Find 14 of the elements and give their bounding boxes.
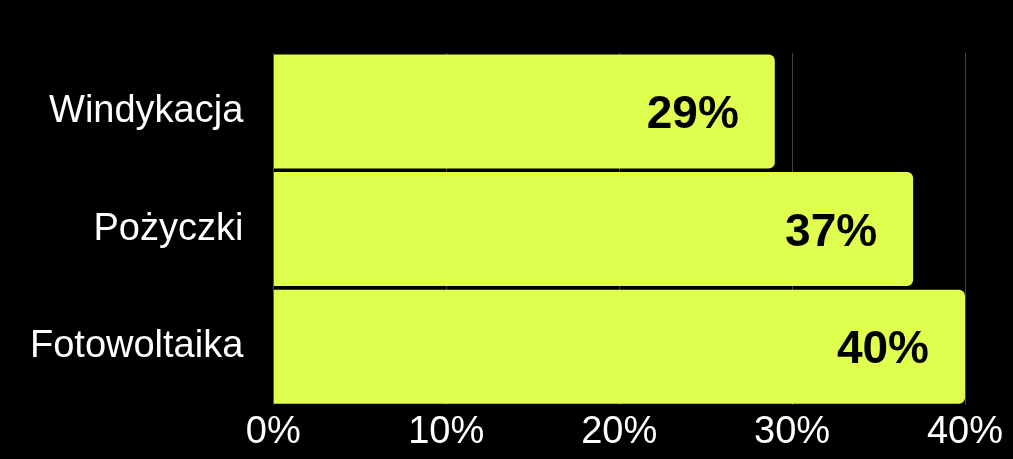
x-tick-label: 10% (408, 408, 485, 451)
data-label: 37% (785, 203, 878, 256)
y-tick-label: Fotowoltaika (30, 323, 245, 366)
bar (273, 289, 965, 404)
bar (273, 54, 775, 169)
x-tick-label: 40% (926, 408, 1004, 451)
data-label: 40% (836, 321, 929, 374)
bar (273, 172, 914, 287)
y-tick-label: Windykacja (49, 88, 245, 131)
y-tick-label: Pożyczki (93, 205, 244, 248)
x-tick-label: 20% (581, 408, 658, 451)
x-tick-label: 0% (245, 408, 301, 451)
x-tick-label: 30% (754, 408, 831, 451)
data-label: 29% (646, 86, 739, 139)
